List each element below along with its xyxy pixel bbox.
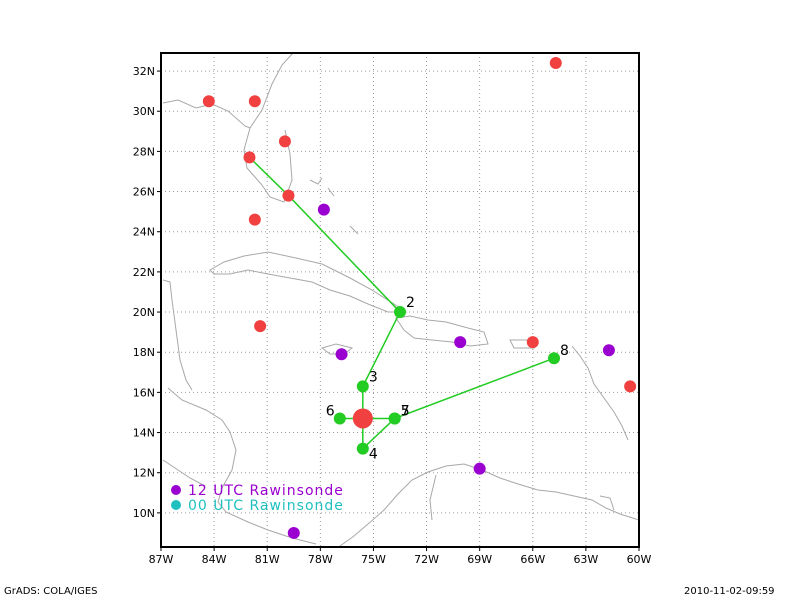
- track-point-marker: [333, 412, 346, 425]
- rawinsonde-stations: [202, 57, 637, 539]
- station-00utc-marker: [248, 213, 261, 226]
- x-tick-label: 63W: [573, 553, 598, 566]
- track-point-marker: [388, 412, 401, 425]
- legend-marker: [171, 485, 181, 495]
- coastlines: [162, 53, 639, 547]
- y-tick-label: 32N: [133, 65, 155, 78]
- x-tick-label: 78W: [308, 553, 333, 566]
- track-point-label: 3: [369, 369, 378, 385]
- station-00utc-marker: [624, 380, 637, 393]
- station-00utc-marker: [549, 57, 562, 70]
- x-tick-label: 81W: [255, 553, 280, 566]
- station-00utc-marker: [248, 95, 261, 108]
- y-tick-label: 28N: [133, 145, 155, 158]
- x-tick-label: 69W: [467, 553, 492, 566]
- track-point-label: 7: [401, 403, 410, 419]
- station-00utc-marker: [254, 320, 267, 333]
- legend-label: 00 UTC Rawinsonde: [188, 498, 344, 514]
- x-tick-label: 87W: [149, 553, 174, 566]
- station-12utc-marker: [602, 344, 615, 357]
- track-point-marker: [356, 380, 369, 393]
- station-12utc-marker: [287, 526, 300, 539]
- station-00utc-marker: [202, 95, 215, 108]
- y-tick-label: 20N: [133, 306, 155, 319]
- legend-label: 12 UTC Rawinsonde: [188, 483, 344, 499]
- station-00utc-marker: [282, 189, 295, 202]
- track-point-label: 6: [326, 403, 335, 419]
- x-tick-label: 72W: [414, 553, 439, 566]
- station-12utc-marker: [317, 203, 330, 216]
- station-00utc-marker: [278, 135, 291, 148]
- gridlines: [161, 53, 639, 547]
- x-tick-label: 75W: [361, 553, 386, 566]
- axis-ticks: 87W 84W 81W 78W 75W 72W 69W 66W 63W 60W 10N 12N 14N 1…: [133, 65, 652, 566]
- track-point-label: 8: [560, 343, 569, 359]
- station-00utc-marker: [526, 336, 539, 349]
- track-point-marker: [394, 306, 406, 319]
- y-tick-label: 26N: [133, 186, 155, 199]
- station-12utc-marker: [335, 348, 348, 361]
- footer-left-credit: GrADS: COLA/IGES: [4, 586, 98, 597]
- y-tick-label: 14N: [133, 427, 155, 440]
- legend-marker: [171, 500, 181, 510]
- plot-frame: [160, 52, 640, 548]
- track-points: 2 3 4 5 6 7 8: [326, 295, 569, 463]
- track-point-marker: [548, 352, 561, 365]
- y-tick-label: 22N: [133, 266, 155, 279]
- station-00utc-marker: [243, 151, 256, 164]
- track-point-label: 5: [401, 403, 410, 419]
- x-tick-label: 84W: [202, 553, 227, 566]
- x-tick-label: 66W: [520, 553, 545, 566]
- track-point-label: 2: [406, 295, 415, 311]
- track-point-label: 4: [369, 447, 378, 463]
- y-tick-label: 16N: [133, 386, 155, 399]
- y-tick-label: 10N: [133, 507, 155, 520]
- y-tick-label: 12N: [133, 467, 155, 480]
- x-tick-label: 60W: [627, 553, 652, 566]
- footer-right-timestamp: 2010-11-02-09:59: [684, 586, 775, 597]
- track-point-marker: [356, 442, 369, 455]
- y-tick-label: 18N: [133, 346, 155, 359]
- storm-position-marker: [352, 408, 373, 429]
- y-tick-label: 24N: [133, 226, 155, 239]
- y-tick-label: 30N: [133, 105, 155, 118]
- station-12utc-marker: [473, 462, 486, 475]
- station-12utc-marker: [454, 336, 467, 349]
